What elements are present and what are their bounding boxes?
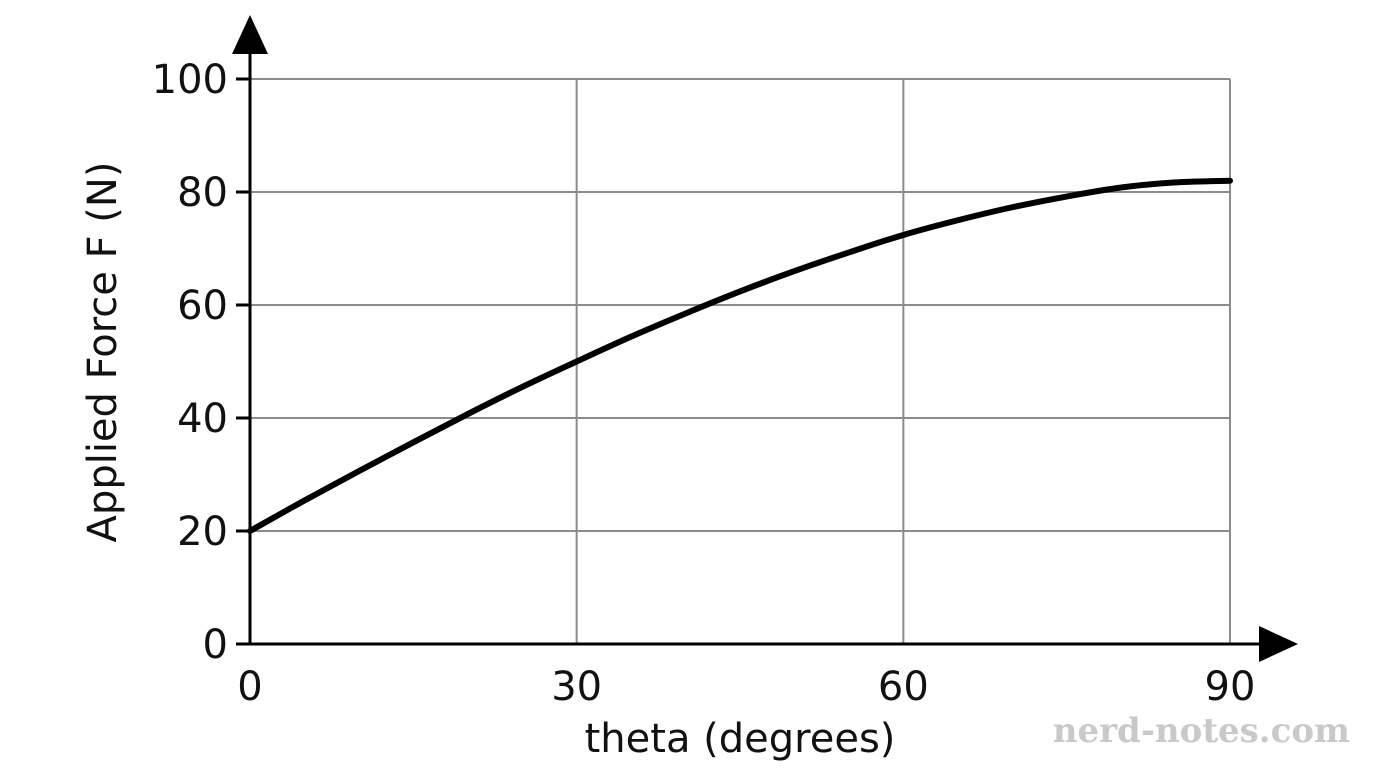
y-axis-title: Applied Force F (N) <box>80 162 126 543</box>
series-group <box>247 177 1233 534</box>
y-tick-label: 80 <box>177 170 228 216</box>
tick-labels: 0 20 40 60 80 100 0 30 60 90 <box>152 57 1256 710</box>
axes <box>232 15 1298 662</box>
x-tick-label: 0 <box>237 664 262 710</box>
series-line <box>247 177 1233 534</box>
x-tick-label: 30 <box>551 664 602 710</box>
y-tick-label: 0 <box>203 622 228 668</box>
y-tick-label: 100 <box>152 57 228 103</box>
x-axis-title: theta (degrees) <box>585 716 896 762</box>
y-tick-label: 40 <box>177 396 228 442</box>
x-tick-label: 60 <box>878 664 929 710</box>
y-tick-label: 60 <box>177 283 228 329</box>
x-axis-arrow-icon <box>1259 626 1298 662</box>
y-tick-label: 20 <box>177 509 228 555</box>
y-axis-arrow-icon <box>232 15 268 54</box>
grid <box>250 78 1231 644</box>
x-tick-label: 90 <box>1205 664 1256 710</box>
watermark-text: nerd-notes.com <box>1053 711 1350 751</box>
